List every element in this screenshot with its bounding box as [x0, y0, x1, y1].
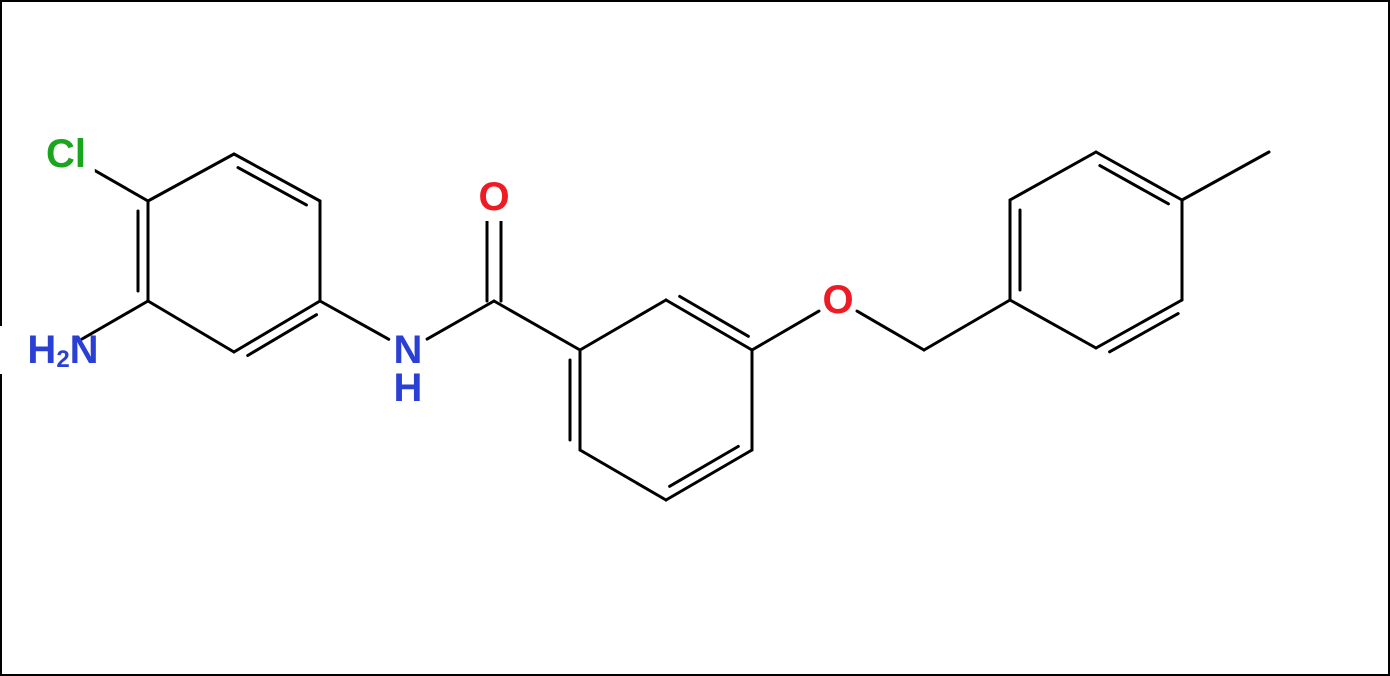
svg-text:O: O [822, 278, 853, 322]
molecule-diagram: Cl H2N NH O O [0, 0, 1390, 676]
svg-text:H: H [394, 366, 423, 410]
atom-N_NH2: H2N [0, 326, 99, 374]
svg-text:Cl: Cl [46, 132, 86, 176]
svg-text:O: O [478, 175, 509, 219]
atom-Cl: Cl [37, 130, 95, 178]
atom-N_NH: NH [388, 326, 428, 412]
atom-O_eth: O [822, 276, 855, 324]
atom-O_dbl: O [478, 173, 511, 221]
